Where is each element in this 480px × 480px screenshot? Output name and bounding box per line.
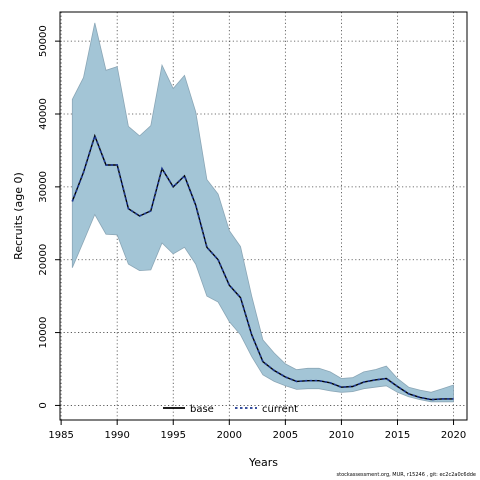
confidence-band-area: [71, 22, 454, 403]
x-axis-ticks: 1985 1990 1995 2000 2005 2010 2015 2020: [48, 420, 466, 441]
y-tick-label: 0: [38, 402, 49, 408]
plot-frame: [59, 11, 468, 421]
legend-label-base: base: [190, 404, 214, 415]
x-tick-label: 1990: [104, 430, 129, 441]
footer-note: stockassessment.org, MUR, r15246 , git: …: [336, 472, 476, 478]
y-tick-label: 40000: [38, 98, 49, 130]
y-tick-label: 10000: [38, 317, 49, 349]
y-tick-label: 30000: [38, 171, 49, 203]
y-tick-label: 20000: [38, 244, 49, 276]
legend: base current: [163, 404, 298, 415]
x-tick-label: 1995: [161, 430, 186, 441]
y-axis-title: Recruits (age 0): [12, 172, 25, 260]
x-tick-label: 1985: [48, 430, 73, 441]
x-tick-label: 2000: [217, 430, 242, 441]
legend-label-current: current: [262, 404, 298, 415]
x-axis-title: Years: [248, 456, 278, 469]
x-tick-label: 2020: [441, 430, 466, 441]
y-tick-label: 50000: [38, 25, 49, 57]
series-lines: [71, 133, 454, 401]
grid-lines: [60, 12, 467, 420]
series-line-current: [71, 133, 454, 401]
x-tick-label: 2015: [385, 430, 410, 441]
x-tick-label: 2005: [273, 430, 298, 441]
confidence-band: [71, 22, 454, 403]
y-axis-ticks: 0 10000 20000 30000 40000 50000: [38, 25, 60, 409]
x-tick-label: 2010: [329, 430, 354, 441]
